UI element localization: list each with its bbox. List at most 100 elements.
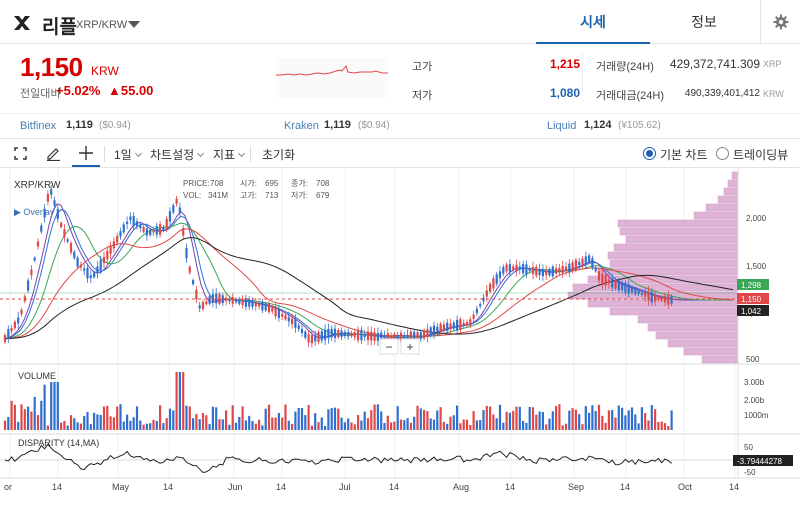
coin-dropdown-icon[interactable] <box>128 21 140 28</box>
volume-bars <box>3 372 673 430</box>
xrp-logo-icon <box>14 16 30 30</box>
high-value: 713 <box>265 191 279 200</box>
time-axis-label: Aug <box>453 482 469 492</box>
price-axis-label: 1,500 <box>746 262 767 271</box>
overlay-toggle[interactable]: ▶ Overlay <box>14 207 55 217</box>
vol-label: VOL: <box>183 191 201 200</box>
disparity-tag <box>733 455 793 466</box>
crosshair-icon[interactable] <box>79 146 93 160</box>
exchange-change: ($0.94) <box>358 120 390 131</box>
price-axis-label: 2,000 <box>746 214 767 223</box>
change-amount: ▲55.00 <box>108 83 154 98</box>
price-label: PRICE: <box>183 179 210 188</box>
candlesticks <box>3 184 673 348</box>
volume-unit: XRP <box>763 59 782 69</box>
tab-quote[interactable]: 시세 <box>536 0 650 44</box>
toolbar-divider <box>250 146 251 162</box>
basic-chart-radio[interactable] <box>643 147 656 160</box>
chart-settings-menu[interactable]: 차트설정 <box>150 146 205 163</box>
amount-value: 490,339,401,412 <box>684 88 760 99</box>
interval-label: 1일 <box>114 148 132 162</box>
close-label: 종가: <box>291 179 308 188</box>
price-tag-ma <box>737 279 769 290</box>
crosshair-active-indicator <box>72 165 100 167</box>
low-label: 저가 <box>412 90 433 102</box>
low-value: 679 <box>316 191 330 200</box>
volume-axis-label: 3.00b <box>744 378 765 387</box>
time-axis-label: 14 <box>52 482 62 492</box>
chart-settings-label: 차트설정 <box>150 148 195 162</box>
disparity-axis-label: -50 <box>744 468 756 477</box>
current-price: 1,150 <box>20 52 83 82</box>
pencil-icon[interactable] <box>46 146 61 161</box>
volume-axis-label: 1000m <box>744 411 769 420</box>
low-value: 1,080 <box>549 86 580 100</box>
price-chart[interactable]: XRP/KRW ▶ Overlay PRICE: 708 시가: 695 종가:… <box>0 168 800 506</box>
disparity-axis-label: 50 <box>744 443 753 452</box>
price-value: 708 <box>210 179 224 188</box>
time-axis-label: 14 <box>389 482 399 492</box>
fullscreen-icon[interactable] <box>14 147 27 160</box>
chevron-down-icon <box>238 149 246 158</box>
basic-chart-label[interactable]: 기본 차트 <box>660 148 708 162</box>
reset-button[interactable]: 초기화 <box>262 148 296 162</box>
price-tag-current <box>737 293 769 304</box>
chevron-down-icon <box>197 149 205 158</box>
price-tag-label: 1,042 <box>741 307 762 316</box>
disparity-tag-label: -3.79444278 <box>737 457 782 466</box>
tradingview-radio[interactable] <box>716 147 729 160</box>
coin-name: 리플 <box>42 17 77 38</box>
volume-value: 429,372,741.309 <box>669 57 760 71</box>
time-axis-label: May <box>112 482 130 492</box>
price-axis-label: 500 <box>746 355 760 364</box>
settings-button[interactable] <box>760 0 800 44</box>
volume-label: 거래량(24H) <box>596 61 654 73</box>
amount-unit: KRW <box>763 89 784 99</box>
amount-label: 거래대금(24H) <box>596 90 664 102</box>
exchange-name[interactable]: Liquid <box>547 120 577 132</box>
tradingview-label[interactable]: 트레이딩뷰 <box>733 148 789 162</box>
close-value: 708 <box>316 179 330 188</box>
exchange-change: (¥105.62) <box>618 120 661 131</box>
time-axis-label: 14 <box>276 482 286 492</box>
open-label: 시가: <box>240 179 257 188</box>
high-value: 1,215 <box>549 57 580 71</box>
time-axis-label: 14 <box>620 482 630 492</box>
time-axis-label: Jun <box>228 482 243 492</box>
disparity-pane-label: DISPARITY (14,MA) <box>18 438 99 448</box>
zoom-in-button[interactable] <box>400 338 420 355</box>
header: 리플 XRP/KRW 시세 정보 <box>0 0 800 44</box>
exchange-row: Bitfinex 1,119 ($0.94) Kraken 1,119 ($0.… <box>0 113 800 139</box>
time-axis-label: Jul <box>339 482 351 492</box>
exchange-name[interactable]: Bitfinex <box>20 120 57 132</box>
vol-value: 341M <box>208 191 228 200</box>
time-axis-label: or <box>4 482 12 492</box>
low-label: 저가: <box>291 191 308 200</box>
price-tag-label: 1,150 <box>741 295 762 304</box>
time-axis-label: 14 <box>729 482 739 492</box>
chart-toolbar: 1일 차트설정 지표 초기화 기본 차트 트레이딩뷰 <box>0 140 800 168</box>
price-tag-long-ma <box>737 305 769 316</box>
price-tag-label: 1,298 <box>741 281 762 290</box>
open-value: 695 <box>265 179 279 188</box>
chevron-down-icon <box>134 149 142 158</box>
high-label: 고가 <box>412 61 433 73</box>
ohlc-readout: PRICE: 708 시가: 695 종가: 708 VOL: 341M 고가:… <box>183 179 330 200</box>
zoom-out-button[interactable] <box>379 338 399 355</box>
change-percent: +5.02% <box>56 83 101 98</box>
tab-info[interactable]: 정보 <box>691 14 717 30</box>
interval-select[interactable]: 1일 <box>114 146 142 163</box>
time-axis: or 14 May 14 Jun 14 Jul 14 Aug 14 Sep 14 Oct 14 <box>4 482 739 492</box>
exchange-change: ($0.94) <box>99 120 131 131</box>
disparity-line <box>4 443 672 474</box>
chart-symbol: XRP/KRW <box>14 180 61 191</box>
disparity-axis: 50 -50 <box>744 443 756 477</box>
exchange-price: 1,119 <box>324 119 351 131</box>
price-sparkline <box>276 58 388 98</box>
indicators-menu[interactable]: 지표 <box>213 146 246 163</box>
time-axis-label: 14 <box>163 482 173 492</box>
exchange-price: 1,124 <box>584 119 612 131</box>
change-label: 전일대비 <box>20 88 61 100</box>
exchange-name[interactable]: Kraken <box>284 120 319 132</box>
